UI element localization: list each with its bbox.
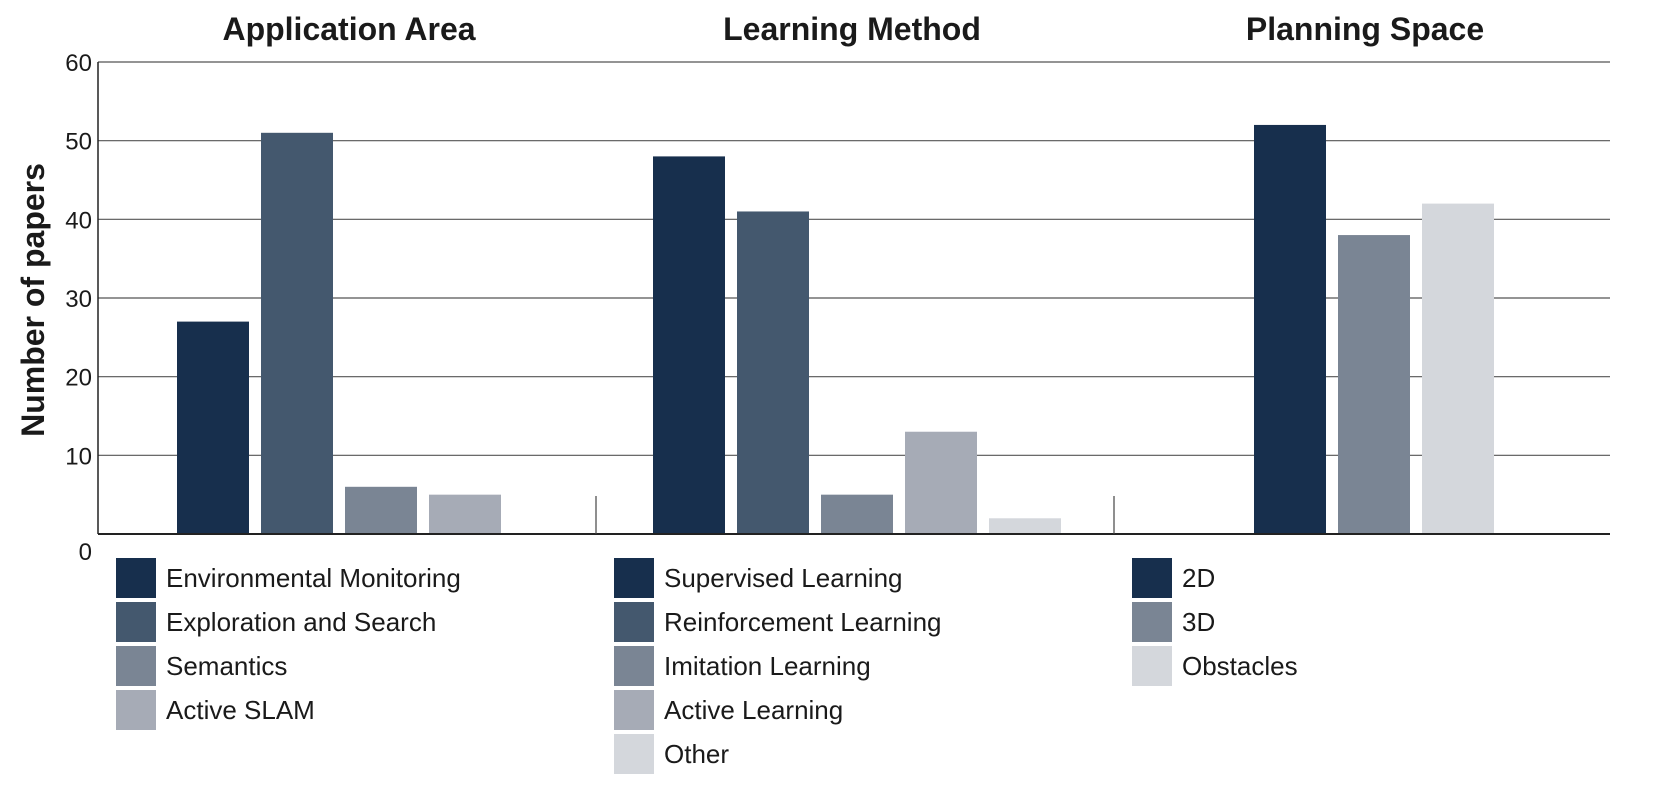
legend-swatch <box>116 690 156 730</box>
legend-swatch <box>116 602 156 642</box>
bar <box>429 494 501 534</box>
bar <box>905 431 977 534</box>
group-title: Planning Space <box>1246 11 1484 47</box>
y-tick-label: 60 <box>65 50 92 77</box>
legend-swatch <box>1132 602 1172 642</box>
bar <box>989 518 1061 534</box>
legend-label: 2D <box>1182 563 1215 593</box>
y-tick-label: 10 <box>65 443 92 470</box>
bar <box>737 211 809 534</box>
legend-label: Other <box>664 739 729 769</box>
legend-label: Exploration and Search <box>166 607 436 637</box>
bar <box>345 486 417 534</box>
bar <box>1338 235 1410 535</box>
legend-swatch <box>614 690 654 730</box>
legend-label: Imitation Learning <box>664 651 871 681</box>
legend-label: Active Learning <box>664 695 843 725</box>
legend-swatch <box>1132 558 1172 598</box>
legend-label: Semantics <box>166 651 287 681</box>
legend-swatch <box>614 602 654 642</box>
legend-label: Reinforcement Learning <box>664 607 942 637</box>
bar <box>177 321 249 534</box>
legends: Environmental Monitoring Exploration and … <box>116 558 1298 774</box>
y-tick-label: 30 <box>65 286 92 313</box>
legend-swatch <box>116 646 156 686</box>
y-tick-label: 50 <box>65 129 92 156</box>
group-title: Learning Method <box>723 11 981 47</box>
y-axis-label: Number of papers <box>15 163 51 437</box>
legend-swatch <box>614 734 654 774</box>
legend-label: Obstacles <box>1182 651 1298 681</box>
y-tick-label: 40 <box>65 207 92 234</box>
group-title: Application Area <box>222 11 475 47</box>
legend-swatch <box>614 646 654 686</box>
legend-label: Supervised Learning <box>664 563 903 593</box>
y-tick-label: 0 <box>79 539 92 566</box>
axes: 0 10 20 30 40 50 60 <box>65 50 1610 566</box>
legend-label: Environmental Monitoring <box>166 563 461 593</box>
legend-swatch <box>116 558 156 598</box>
bars <box>177 124 1494 535</box>
y-tick-label: 20 <box>65 365 92 392</box>
legend-label: 3D <box>1182 607 1215 637</box>
bar <box>261 132 333 535</box>
legend-swatch <box>1132 646 1172 686</box>
bar <box>653 156 725 534</box>
bar <box>1254 124 1326 534</box>
bar <box>1422 203 1494 534</box>
legend-label: Active SLAM <box>166 695 315 725</box>
bar <box>821 494 893 534</box>
group-titles: Application Area Learning Method Planning … <box>222 11 1484 47</box>
legend-swatch <box>614 558 654 598</box>
